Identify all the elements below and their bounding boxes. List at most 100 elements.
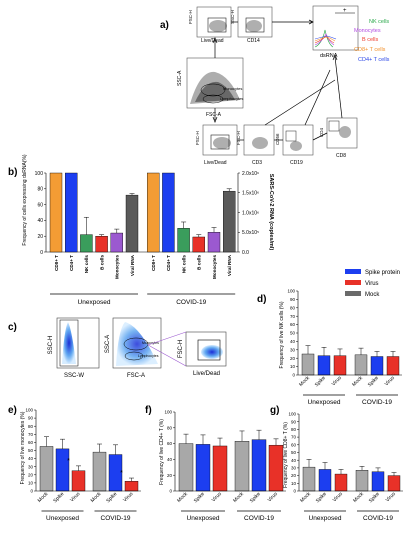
bar	[317, 355, 331, 376]
legend-cd4-t-cells: CD4+ T cells	[358, 57, 390, 63]
legend-label-virus: Virus	[365, 281, 379, 287]
legend-monocytes: Monocytes	[354, 28, 381, 34]
panel-d: d) Frequency of live NK cells (%) 0 10 20 3…	[257, 289, 402, 406]
y-tick-label: 70	[290, 314, 296, 319]
y-tick-label: 10	[28, 481, 34, 486]
bar	[207, 232, 221, 253]
y-tick-label: 40	[37, 218, 43, 224]
y-axis-right: 0.0 5.0x10⁵ 1.0x10⁶ 1.5x10⁶ 2.0x10⁶	[237, 171, 259, 256]
y-tick-label: 100	[25, 408, 33, 413]
y-tick-label: 60	[291, 442, 297, 447]
y-axis-left: 0 20 40 60 80 100	[35, 171, 47, 256]
x-tick-label: Spike	[315, 491, 328, 504]
y-tick-label: 20	[290, 356, 296, 361]
gate-connector	[147, 331, 187, 346]
x-tick-label: Spike	[314, 375, 327, 388]
x-tick-label: Monocytes	[115, 255, 120, 279]
y-tick-label: 60	[28, 440, 34, 445]
bar	[55, 448, 70, 492]
x-tick-label: Spike	[52, 491, 65, 504]
gate-label: Live/Dead	[201, 38, 224, 44]
gating-arrows	[212, 19, 343, 141]
gate-plot-cd19: CD56 CD19	[275, 124, 314, 166]
flow-gate	[197, 339, 221, 361]
gate-label: Monocytes	[142, 341, 159, 345]
y-tick-label: 70	[291, 435, 297, 440]
x-tick-label: Mock	[351, 375, 364, 388]
group-label: COVID-19	[244, 515, 274, 522]
flow-density	[116, 322, 158, 366]
bar	[95, 235, 108, 253]
legend-label-spike: Spike protein	[365, 270, 400, 276]
y-tick-label-right: 5.0x10⁵	[242, 230, 259, 236]
chart-f: 0 20 40 60 80 100 Mock Spike Virus Mock Spike Virus…	[164, 410, 286, 522]
y-axis-title: Frequency of live NK cells (%)	[279, 301, 285, 368]
x-tick-label: Mock	[298, 375, 311, 388]
y-axis-title-right: SARS-CoV-2 RNA (copies/ml)	[268, 174, 274, 251]
bar	[80, 234, 93, 253]
x-tick-label: Mock	[176, 491, 189, 504]
y-tick-label: 50	[291, 450, 297, 455]
histogram-legend: NK cells Monocytes B cells CD8+ T cells …	[354, 19, 390, 63]
group-label: Unexposed	[46, 515, 79, 522]
panel-a-label: a)	[160, 20, 169, 31]
x-tick-label: Mock	[299, 491, 312, 504]
gate-label: SSC-H	[230, 10, 235, 24]
y-tick-label: 0	[292, 373, 295, 378]
x-tick-label: Spike	[367, 375, 380, 388]
y-tick-label: 90	[28, 416, 34, 421]
x-tick-label: Monocytes	[212, 255, 217, 279]
x-tick-label: Virus	[267, 491, 280, 504]
bar	[125, 194, 139, 253]
x-tick-label: CD4+ T	[69, 255, 74, 271]
y-tick-label: 80	[291, 427, 297, 432]
y-tick-label: 10	[291, 481, 297, 486]
flow-density	[62, 322, 76, 364]
y-tick-label: 30	[290, 347, 296, 352]
x-tick-label: Spike	[193, 491, 206, 504]
legend-b: Spike protein Virus Mock	[345, 269, 400, 298]
gate-label: FSC-H	[188, 10, 193, 24]
y-tick-label-right: 0.0	[242, 250, 249, 256]
group-label: Unexposed	[309, 515, 342, 522]
axis-label: SSC-H	[48, 336, 54, 355]
significance-star: *	[120, 470, 123, 477]
x-tick-label: NK cells	[181, 255, 186, 274]
legend-swatch-virus	[345, 280, 361, 285]
bar	[354, 354, 368, 376]
x-tick-label: Spike	[249, 491, 262, 504]
group-label: COVID-19	[101, 515, 131, 522]
gate-label: FSC-H	[236, 131, 241, 145]
legend-swatch-spike	[345, 269, 361, 274]
gate-label: Lymphocytes	[220, 96, 243, 101]
gate-plot-livedead-top: FSC-H Live/Dead	[188, 6, 232, 44]
bar	[370, 356, 384, 376]
y-tick-label-right: 1.5x10⁶	[242, 191, 259, 197]
gate-label: CD4	[319, 128, 324, 137]
group-labels: Unexposed COVID-19	[50, 293, 236, 306]
x-axis-tick-labels: CD8+ T CD4+ T NK cells B cells Monocytes Vira…	[54, 254, 232, 279]
y-tick-label: 40	[291, 458, 297, 463]
panel-b-label: b)	[8, 167, 17, 178]
bar	[192, 236, 206, 253]
bar	[387, 475, 401, 492]
group-label: Unexposed	[308, 399, 341, 406]
bar	[71, 470, 86, 492]
bar	[355, 470, 369, 492]
bar	[386, 356, 400, 376]
panel-e: e) Frequency of live monocytes (%) 0 10 20…	[8, 405, 141, 522]
y-tick-label: 0	[169, 489, 172, 494]
bar	[162, 172, 175, 253]
bar	[212, 445, 228, 492]
x-tick-label: Mock	[352, 491, 365, 504]
gate-label: CD14	[247, 38, 260, 44]
y-tick-label: 70	[28, 432, 34, 437]
axis-label: Live/Dead	[193, 371, 220, 377]
panel-d-label: d)	[257, 294, 266, 305]
panel-c-label: c)	[8, 322, 17, 333]
gate-label: Live/Dead	[204, 160, 227, 166]
bar	[234, 441, 250, 492]
group-label: COVID-19	[363, 515, 393, 522]
